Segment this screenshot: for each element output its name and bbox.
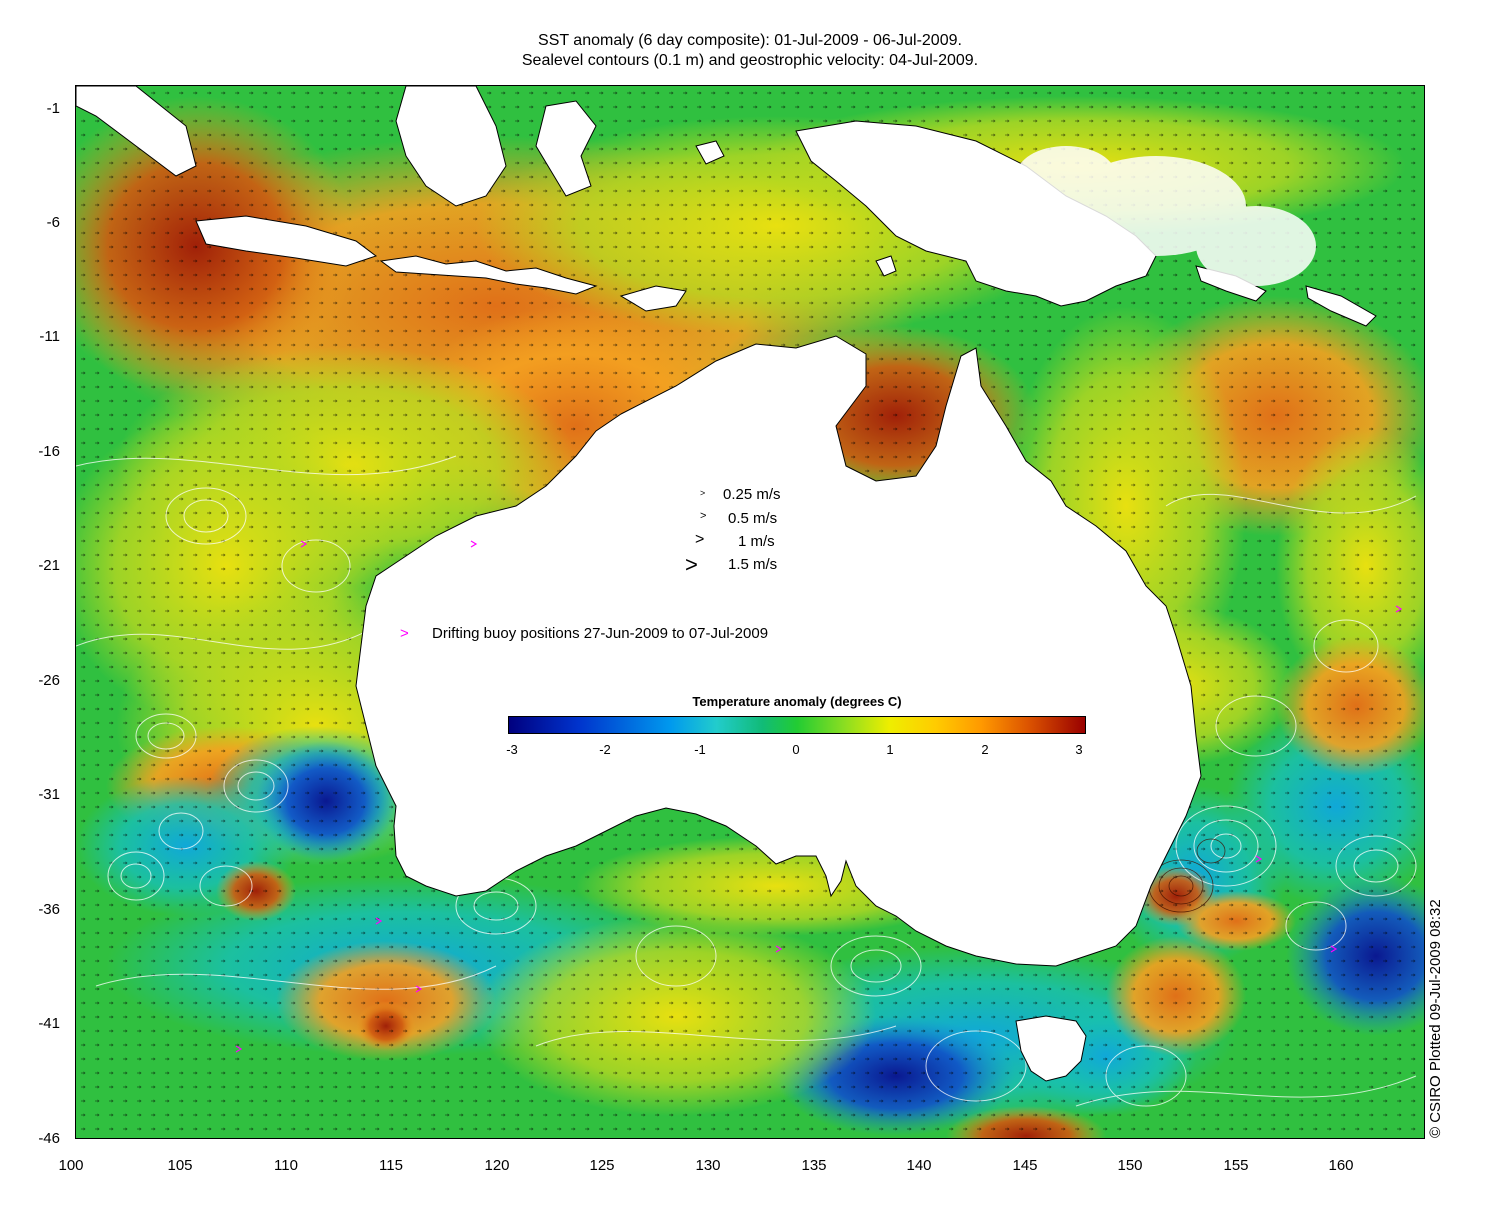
x-tick-label: 150 bbox=[1117, 1157, 1143, 1174]
colorbar-title: Temperature anomaly (degrees C) bbox=[692, 694, 902, 709]
velocity-legend-label: 1.5 m/s bbox=[728, 556, 778, 573]
timor-landmass bbox=[619, 285, 687, 312]
land-masses bbox=[76, 86, 1377, 1082]
x-tick-label: 105 bbox=[167, 1157, 193, 1174]
colorbar-tick-label: 2 bbox=[981, 742, 989, 757]
lesser-sunda-islands bbox=[379, 255, 598, 295]
velocity-legend-label: 0.25 m/s bbox=[723, 486, 781, 503]
y-tick-label: -26 bbox=[38, 672, 60, 689]
velocity-arrow-icon: > bbox=[700, 488, 706, 498]
colorbar-tick-label: 3 bbox=[1075, 742, 1083, 757]
x-tick-label: 135 bbox=[801, 1157, 827, 1174]
colorbar-tick-label: -2 bbox=[599, 742, 611, 757]
java-landmass bbox=[195, 215, 378, 267]
australia-landmass bbox=[355, 335, 1202, 967]
colorbar-tick-label: 1 bbox=[886, 742, 894, 757]
sumatra-landmass bbox=[76, 86, 197, 177]
velocity-legend-label: 1 m/s bbox=[738, 533, 775, 550]
buoy-legend-label: Drifting buoy positions 27-Jun-2009 to 0… bbox=[432, 625, 769, 642]
y-tick-label: -6 bbox=[46, 214, 60, 231]
y-tick-label: -31 bbox=[38, 786, 60, 803]
colorbar-tick-label: -1 bbox=[694, 742, 706, 757]
sulawesi-landmass bbox=[535, 100, 597, 197]
x-tick-label: 140 bbox=[906, 1157, 932, 1174]
velocity-arrow-icon: > bbox=[685, 552, 698, 577]
missing-data-patches bbox=[1016, 146, 1316, 286]
x-tick-label: 145 bbox=[1012, 1157, 1038, 1174]
x-tick-label: 130 bbox=[695, 1157, 721, 1174]
x-tick-label: 115 bbox=[379, 1157, 403, 1174]
tasmania-landmass bbox=[1015, 1015, 1087, 1082]
y-tick-label: -11 bbox=[39, 328, 60, 345]
map-title-line-2: Sealevel contours (0.1 m) and geostrophi… bbox=[521, 52, 979, 69]
sst-anomaly-map bbox=[75, 85, 1425, 1139]
y-tick-label: -21 bbox=[38, 557, 60, 574]
colorbar-tick-label: 0 bbox=[792, 742, 800, 757]
map-canvas bbox=[76, 86, 1424, 1138]
buoy-marker-icon: > bbox=[400, 625, 409, 642]
new-guinea-landmass bbox=[795, 120, 1157, 307]
x-tick-label: 110 bbox=[274, 1157, 298, 1174]
copyright-notice: © CSIRO Plotted 09-Jul-2009 08:32 bbox=[1427, 899, 1444, 1138]
drifting-buoy-markers bbox=[235, 540, 1403, 1053]
sealevel-contours bbox=[76, 455, 1417, 1107]
borneo-landmass bbox=[395, 86, 507, 207]
y-tick-label: -36 bbox=[38, 901, 60, 918]
x-tick-label: 120 bbox=[484, 1157, 510, 1174]
colorbar-tick-label: -3 bbox=[506, 742, 518, 757]
x-tick-label: 155 bbox=[1223, 1157, 1249, 1174]
x-tick-label: 160 bbox=[1328, 1157, 1354, 1174]
velocity-arrow-icon: > bbox=[700, 510, 707, 522]
y-tick-label: -1 bbox=[46, 100, 60, 117]
velocity-legend-label: 0.5 m/s bbox=[728, 510, 778, 527]
velocity-arrow-icon: > bbox=[695, 531, 705, 548]
colorbar bbox=[508, 716, 1086, 734]
x-tick-label: 100 bbox=[58, 1157, 84, 1174]
y-tick-label: -16 bbox=[38, 443, 60, 460]
y-tick-label: -46 bbox=[38, 1130, 60, 1147]
x-tick-label: 125 bbox=[589, 1157, 615, 1174]
map-title-line-1: SST anomaly (6 day composite): 01-Jul-20… bbox=[538, 32, 962, 49]
y-tick-label: -41 bbox=[38, 1015, 60, 1032]
